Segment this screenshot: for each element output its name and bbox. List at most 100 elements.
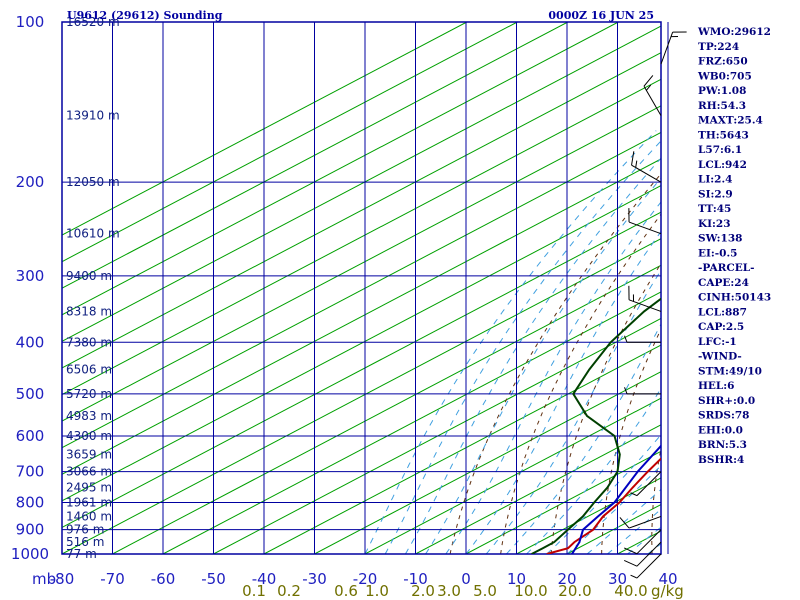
chart-title: U9612 (29612) Sounding (67, 9, 223, 22)
isotherm-line (415, 424, 661, 554)
index-line: BRN:5.3 (698, 439, 747, 451)
mixing-ratio-unit-label: g/kg (651, 582, 684, 600)
temperature-tick-label: -30 (302, 570, 327, 588)
pressure-tick-label: 500 (16, 385, 45, 403)
plot-frame (61, 21, 662, 555)
index-line: RH:54.3 (698, 100, 746, 112)
height-label: 4300 m (66, 429, 112, 443)
height-label: 2495 m (66, 481, 112, 495)
height-label: 1460 m (66, 509, 112, 523)
wind-barb-flag (619, 517, 630, 529)
temperature-tick-label: -40 (252, 570, 277, 588)
moist-adiabat (404, 157, 661, 554)
isotherm-line (62, 22, 468, 236)
dewpoint-line (531, 297, 661, 554)
index-line: PW:1.08 (698, 85, 746, 97)
wind-barb-staff (643, 85, 662, 116)
isotherm-line (62, 22, 518, 263)
dry-adiabat (550, 262, 661, 554)
temperature-tick-label: 30 (608, 570, 627, 588)
index-line: CINH:50143 (698, 292, 771, 304)
height-label: 16520 m (66, 15, 120, 29)
temperature-tick-label: -50 (201, 570, 226, 588)
temperature-labels: -80 -70 -60 -50 -40 -30 -20 -10 0 10 20 30 40 (50, 570, 678, 588)
height-label: 8318 m (66, 304, 112, 318)
wind-barb (619, 515, 662, 529)
wind-barb-flag (630, 574, 638, 579)
dry-adiabat (449, 173, 661, 554)
moist-adiabat (384, 140, 661, 554)
moist-adiabat (425, 177, 661, 554)
moist-adiabat (445, 201, 661, 554)
height-label: 12050 m (66, 175, 120, 189)
mixing-ratio-label: 0.2 (277, 582, 301, 600)
index-line: -WIND- (698, 351, 742, 363)
mixing-ratio-label: 3.0 (437, 582, 461, 600)
moist-adiabat (586, 488, 661, 554)
wind-barb (623, 541, 662, 567)
moist-adiabat (465, 230, 661, 554)
height-label: 3066 m (66, 465, 112, 479)
index-line: EI:-0.5 (698, 247, 737, 259)
wind-barb (660, 31, 687, 65)
chart-timestamp: 0000Z 16 JUN 25 (548, 9, 654, 22)
height-label: 7380 m (66, 335, 112, 349)
wind-barb (624, 387, 661, 395)
height-label: 3659 m (66, 447, 112, 461)
temperature-tick-label: -80 (50, 570, 75, 588)
wind-barbs (619, 31, 687, 579)
mixing-ratio-labels: 0.1 0.2 0.6 1.0 2.0 3.0 5.0 10.0 20.0 40.0 (242, 582, 648, 600)
index-line: KI:23 (698, 218, 731, 230)
stability-indices-panel: WMO:29612 TP:224 FRZ:650 WB0:705 PW:1.08 RH:5… (697, 26, 771, 466)
wind-barb-flag (635, 160, 638, 168)
wind-barb-staff (660, 32, 674, 65)
isotherm-line (314, 371, 661, 554)
wind-barb-staff (631, 164, 662, 183)
isotherm-line (62, 211, 661, 528)
height-label: 4983 m (66, 409, 112, 423)
mixing-ratio-label: 0.1 (242, 582, 266, 600)
isotherm-line (62, 131, 661, 449)
wind-barb (630, 553, 662, 579)
mixing-ratio-label: 5.0 (473, 582, 497, 600)
isotherm-line (364, 397, 661, 554)
index-line: SW:138 (698, 233, 742, 245)
pressure-tick-label: 1000 (11, 545, 49, 563)
index-line: EHI:0.0 (698, 424, 743, 436)
pressure-tick-label: 900 (16, 521, 45, 539)
height-label: 10610 m (66, 227, 120, 241)
mixing-ratio-label: 1.0 (365, 582, 389, 600)
isotherm-line (62, 78, 661, 396)
parcel-line (571, 444, 661, 554)
index-line: L57:6.1 (698, 144, 742, 156)
index-line: MAXT:25.4 (698, 115, 763, 127)
index-line: STM:49/10 (698, 365, 762, 377)
wind-barb-staff (628, 221, 662, 235)
wind-barb-flag (623, 547, 638, 555)
mixing-ratio-label: 10.0 (514, 582, 547, 600)
wind-barb-staff (628, 515, 662, 529)
pressure-tick-label: 700 (16, 463, 45, 481)
moist-adiabat (526, 387, 661, 554)
dry-adiabat (651, 446, 661, 554)
wind-barb (623, 529, 662, 555)
pressure-unit-label: mb (32, 570, 56, 588)
dry-adiabat (748, 22, 800, 554)
wind-barb-flag (643, 75, 654, 87)
pressure-tick-label: 600 (16, 427, 45, 445)
index-line: SI:2.9 (698, 188, 733, 200)
index-line: LFC:-1 (698, 336, 737, 348)
height-label: 976 m (66, 523, 104, 537)
isotherm-lines (62, 22, 661, 554)
wind-barb (631, 151, 662, 183)
mixing-ratio-label: 40.0 (614, 582, 647, 600)
wind-barb-flag (623, 559, 638, 567)
temperature-tick-label: -60 (151, 570, 176, 588)
index-line: CAPE:24 (698, 277, 749, 289)
index-line: LI:2.4 (698, 174, 732, 186)
index-line: CAP:2.5 (698, 321, 744, 333)
index-line: TP:224 (698, 41, 739, 53)
wind-barb-staff (636, 529, 662, 555)
dry-adiabat (794, 22, 800, 554)
